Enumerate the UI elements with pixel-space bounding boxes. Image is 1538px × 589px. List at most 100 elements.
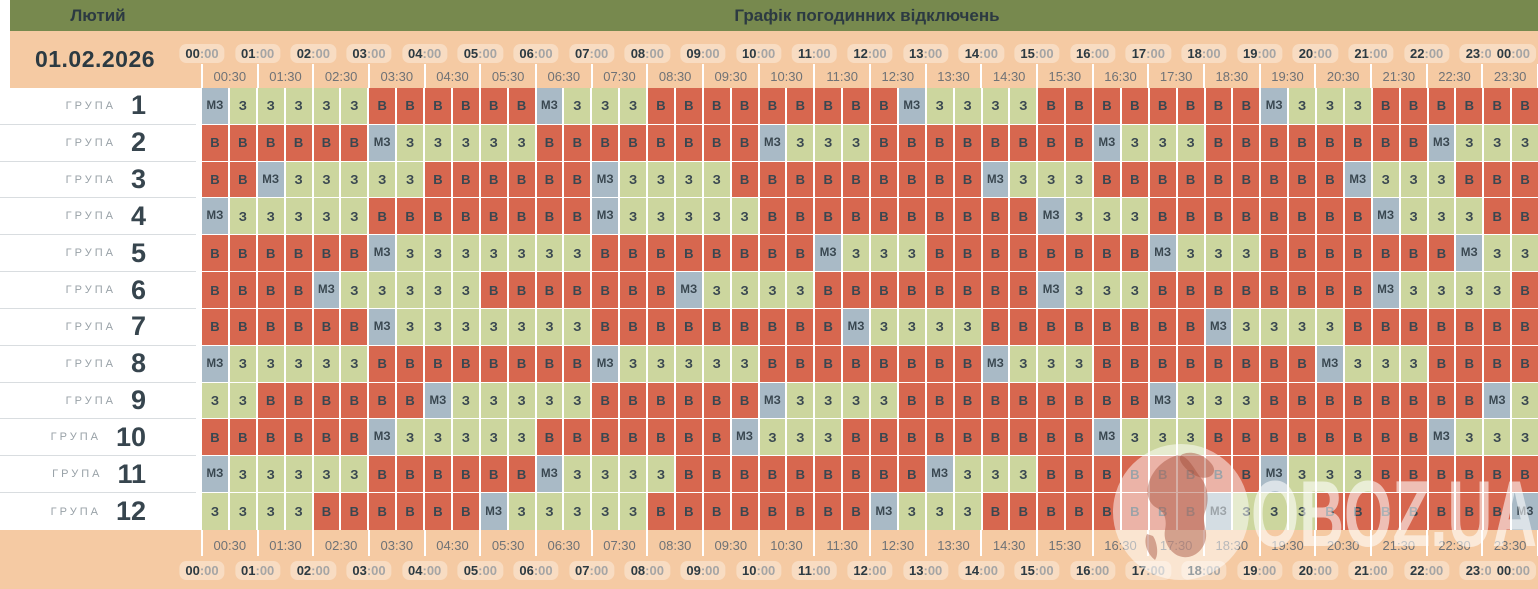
hour-tick xyxy=(535,530,537,556)
schedule-cell: З xyxy=(954,493,981,530)
schedule-cell: З xyxy=(508,382,535,419)
schedule-cell: З xyxy=(480,235,507,272)
hour-tick xyxy=(757,530,760,556)
schedule-cell: В xyxy=(313,235,340,272)
schedule-cell: З xyxy=(954,456,981,493)
hour-label: 16:00 xyxy=(1070,561,1116,580)
schedule-cell: З xyxy=(508,493,535,530)
schedule-cell: В xyxy=(843,493,869,530)
group-row: ГРУПА 3 В В МЗ З З З З З В В В В В В МЗ З З З З В В В В В В В В В МЗ З З… xyxy=(0,161,1538,199)
schedule-cell: В xyxy=(1484,345,1511,382)
hour-tick xyxy=(869,530,871,556)
schedule-cell: З xyxy=(1317,456,1343,493)
schedule-cell: З xyxy=(508,124,535,161)
schedule-cell: В xyxy=(675,124,702,161)
schedule-cell: З xyxy=(202,382,228,419)
schedule-cell: В xyxy=(1038,456,1065,493)
hour-tick xyxy=(924,64,927,88)
schedule-cell: В xyxy=(1289,235,1315,272)
schedule-cell: В xyxy=(285,124,312,161)
schedule-cell: В xyxy=(1177,161,1204,198)
schedule-cell: З xyxy=(452,235,479,272)
schedule-cell: В xyxy=(397,382,423,419)
schedule-cell: В xyxy=(1344,308,1371,345)
schedule-cell: З xyxy=(703,345,730,382)
hour-tick xyxy=(980,530,983,556)
schedule-cell: В xyxy=(1094,493,1120,530)
hour-label: 16:00 xyxy=(1070,44,1116,63)
schedule-cell: З xyxy=(1456,419,1483,456)
half-hour-label: 06:30 xyxy=(547,69,581,84)
schedule-cell: З xyxy=(564,382,591,419)
schedule-cell: З xyxy=(397,235,423,272)
corner-notch xyxy=(0,0,10,88)
schedule-cell: В xyxy=(982,124,1009,161)
schedule-cell: В xyxy=(703,235,730,272)
schedule-cell: В xyxy=(1121,493,1148,530)
hour-label: 14:00 xyxy=(958,561,1004,580)
half-hour-label: 22:30 xyxy=(1438,538,1471,553)
schedule-cell: В xyxy=(1177,308,1204,345)
hour-label: 11:00 xyxy=(792,561,837,580)
schedule-cell: В xyxy=(1400,88,1427,124)
hour-tick xyxy=(479,64,482,88)
hour-tick xyxy=(1425,64,1428,88)
schedule-cell: З xyxy=(1512,124,1538,161)
schedule-cell: В xyxy=(954,382,981,419)
schedule-cell: В xyxy=(1233,272,1260,308)
schedule-cell: З xyxy=(257,345,284,382)
schedule-cell: З xyxy=(452,382,479,419)
half-hour-label: 13:30 xyxy=(937,69,970,84)
schedule-cell: З xyxy=(1289,493,1315,530)
schedule-cell: В xyxy=(898,382,925,419)
schedule-cell: В xyxy=(759,235,786,272)
schedule-cell: З xyxy=(1066,345,1092,382)
group-row: ГРУПА 2 В В В В В В МЗ З З З З З В В В В В В В В МЗ З З З В В В В В В В В… xyxy=(0,124,1538,162)
schedule-cell: В xyxy=(536,161,563,198)
group-slot-cells: В В В В В В МЗ З З З З З В В В В В В В МЗ З З З В В В В В В В В В МЗ З З З В… xyxy=(202,419,1538,457)
schedule-cell: В xyxy=(1428,88,1455,124)
schedule-cell: В xyxy=(954,161,981,198)
schedule-cell: В xyxy=(536,272,563,308)
hour-label: 20:00 xyxy=(1292,44,1338,63)
schedule-cell: В xyxy=(452,161,479,198)
schedule-cell: В xyxy=(675,419,702,456)
schedule-cell: В xyxy=(1456,382,1483,419)
hour-label: 14:00 xyxy=(958,44,1004,63)
half-hour-label: 00:30 xyxy=(213,69,247,84)
schedule-cell: З xyxy=(1512,235,1538,272)
schedule-cell: З xyxy=(1038,345,1065,382)
schedule-cell: В xyxy=(1456,456,1483,493)
schedule-cell: В xyxy=(1094,308,1120,345)
schedule-cell: В xyxy=(592,235,619,272)
schedule-cell: В xyxy=(285,419,312,456)
group-row: ГРУПА 4 МЗ З З З З З В В В В В В В В МЗ З З З З З В В В В В В В В В В МЗ… xyxy=(0,198,1538,236)
hour-tick xyxy=(368,64,370,88)
schedule-cell: В xyxy=(731,382,758,419)
schedule-cell: В xyxy=(1344,124,1371,161)
schedule-cell: В xyxy=(564,198,591,235)
schedule-cell: В xyxy=(648,235,674,272)
hour-label: 02:00 xyxy=(290,561,336,580)
schedule-cell: З xyxy=(536,382,563,419)
schedule-cell: В xyxy=(982,308,1009,345)
schedule-cell: З xyxy=(759,272,786,308)
schedule-cell: З xyxy=(425,419,451,456)
schedule-cell: З xyxy=(926,88,953,124)
schedule-cell: З xyxy=(202,493,228,530)
group-row-label: ГРУПА 4 xyxy=(0,198,196,236)
schedule-cell: В xyxy=(787,161,814,198)
half-hour-label: 14:30 xyxy=(992,538,1026,553)
schedule-cell: В xyxy=(508,198,535,235)
schedule-cell: МЗ xyxy=(202,345,228,382)
schedule-cell: МЗ xyxy=(1261,88,1288,124)
schedule-cell: З xyxy=(480,419,507,456)
schedule-cell: В xyxy=(202,419,228,456)
half-hour-label: 20:30 xyxy=(1326,538,1360,553)
hour-tick xyxy=(1481,64,1484,88)
schedule-cell: З xyxy=(731,345,758,382)
schedule-cell: В xyxy=(1010,198,1037,235)
schedule-cell: З xyxy=(285,161,312,198)
schedule-cell: В xyxy=(787,345,814,382)
schedule-cell: В xyxy=(675,308,702,345)
